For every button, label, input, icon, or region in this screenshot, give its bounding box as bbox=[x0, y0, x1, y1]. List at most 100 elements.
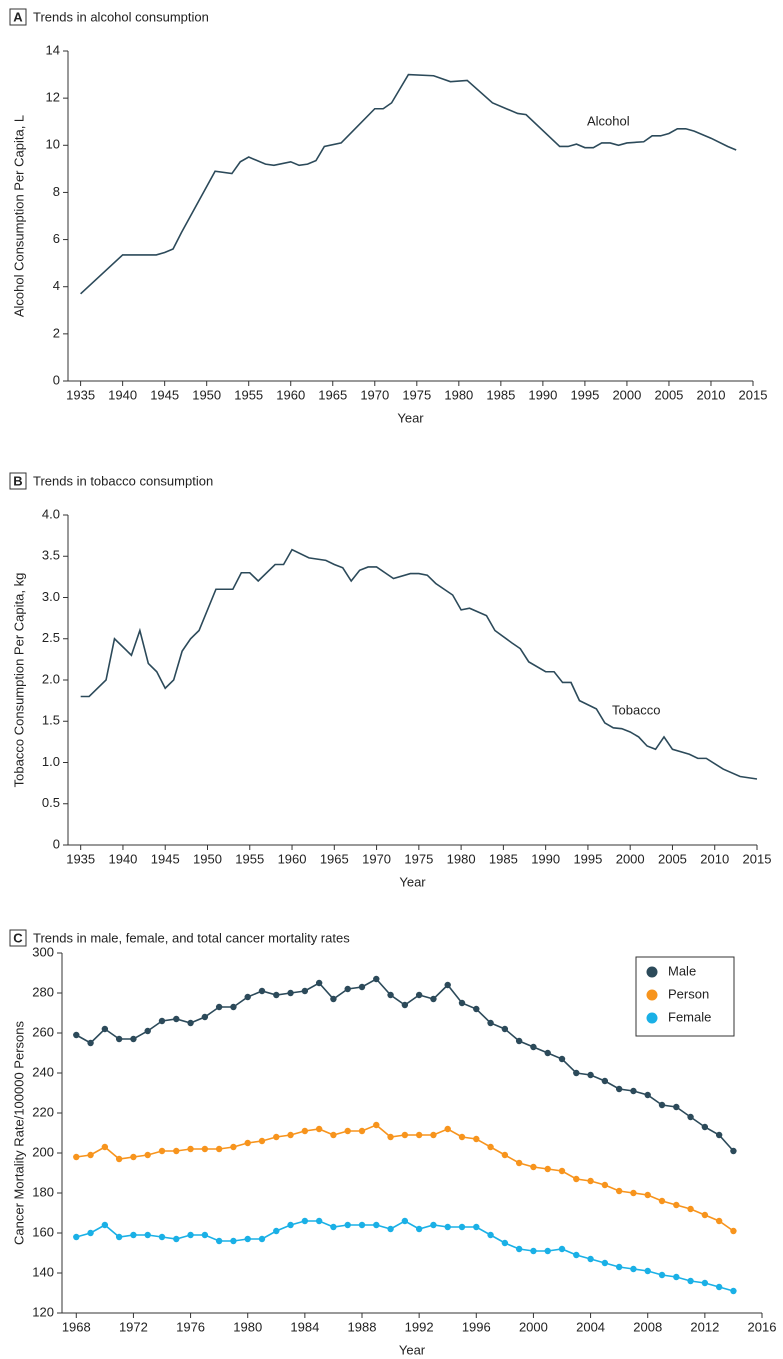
x-tick-label: 1984 bbox=[290, 1319, 319, 1334]
point bbox=[458, 1223, 466, 1231]
y-tick-label: 6 bbox=[53, 231, 60, 246]
point bbox=[144, 1027, 151, 1035]
y-tick-label: 8 bbox=[53, 184, 60, 199]
point bbox=[301, 1217, 309, 1225]
chart-title: Trends in alcohol consumption bbox=[33, 9, 209, 24]
x-tick-label: 1960 bbox=[276, 387, 305, 402]
x-axis-title: Year bbox=[399, 874, 426, 889]
point bbox=[630, 1265, 637, 1273]
series-label: Alcohol bbox=[587, 113, 630, 128]
point bbox=[673, 1103, 680, 1111]
legend-marker bbox=[646, 989, 658, 1001]
point bbox=[558, 1245, 566, 1253]
point bbox=[173, 1147, 180, 1155]
point bbox=[73, 1153, 80, 1161]
point bbox=[387, 1133, 394, 1141]
x-tick-label: 1955 bbox=[234, 387, 263, 402]
point bbox=[730, 1147, 737, 1155]
x-tick-label: 1985 bbox=[489, 851, 518, 866]
point bbox=[673, 1273, 680, 1281]
panel-letter: C bbox=[13, 930, 23, 945]
y-tick-label: 0.5 bbox=[42, 795, 60, 810]
y-tick-label: 240 bbox=[32, 1064, 54, 1079]
point bbox=[644, 1191, 651, 1199]
x-tick-label: 2005 bbox=[654, 387, 683, 402]
x-tick-label: 2010 bbox=[697, 387, 726, 402]
point bbox=[273, 1227, 280, 1235]
y-tick-label: 2 bbox=[53, 325, 60, 340]
x-tick-label: 1960 bbox=[278, 851, 307, 866]
point bbox=[358, 1127, 366, 1135]
point bbox=[87, 1039, 94, 1047]
x-tick-label: 2000 bbox=[612, 387, 641, 402]
point bbox=[287, 989, 294, 997]
point bbox=[658, 1271, 666, 1279]
point bbox=[730, 1287, 737, 1295]
point bbox=[87, 1151, 94, 1159]
x-tick-label: 2005 bbox=[658, 851, 687, 866]
x-tick-label: 1950 bbox=[192, 387, 221, 402]
point bbox=[130, 1153, 137, 1161]
x-axis-title: Year bbox=[397, 410, 424, 425]
point bbox=[501, 1025, 509, 1033]
y-tick-label: 1.0 bbox=[42, 754, 60, 769]
point bbox=[244, 1139, 251, 1147]
series-line bbox=[76, 1124, 734, 1232]
point bbox=[444, 981, 451, 989]
point bbox=[215, 1237, 223, 1245]
point bbox=[144, 1151, 151, 1159]
panel-box bbox=[9, 472, 27, 490]
point bbox=[215, 1003, 223, 1011]
x-tick-label: 2004 bbox=[576, 1319, 605, 1334]
x-tick-label: 1995 bbox=[570, 387, 599, 402]
y-tick-label: 160 bbox=[32, 1224, 54, 1239]
point bbox=[287, 1221, 294, 1229]
point bbox=[358, 983, 366, 991]
point bbox=[687, 1277, 694, 1285]
y-tick-label: 200 bbox=[32, 1144, 54, 1159]
point bbox=[644, 1091, 651, 1099]
x-tick-label: 1965 bbox=[318, 387, 347, 402]
point bbox=[201, 1145, 209, 1153]
point bbox=[673, 1201, 680, 1209]
point bbox=[73, 1031, 80, 1039]
point bbox=[358, 1221, 366, 1229]
x-tick-label: 1975 bbox=[404, 851, 433, 866]
point bbox=[587, 1177, 594, 1185]
x-tick-label: 1995 bbox=[573, 851, 602, 866]
point bbox=[658, 1197, 666, 1205]
point bbox=[701, 1211, 709, 1219]
x-tick-label: 1990 bbox=[531, 851, 560, 866]
point bbox=[344, 985, 351, 993]
point bbox=[687, 1205, 694, 1213]
point bbox=[487, 1143, 494, 1151]
point bbox=[344, 1221, 351, 1229]
point bbox=[473, 1223, 480, 1231]
y-tick-label: 300 bbox=[32, 944, 54, 959]
point bbox=[287, 1131, 294, 1139]
point bbox=[530, 1247, 537, 1255]
point bbox=[544, 1247, 551, 1255]
point bbox=[230, 1003, 237, 1011]
y-axis-title: Cancer Mortality Rate/100000 Persons bbox=[11, 1021, 26, 1246]
y-axis-title: Alcohol Consumption Per Capita, L bbox=[11, 115, 26, 317]
x-tick-label: 1945 bbox=[150, 387, 179, 402]
y-tick-label: 260 bbox=[32, 1024, 54, 1039]
point bbox=[573, 1069, 580, 1077]
legend-label: Person bbox=[668, 986, 709, 1001]
point bbox=[230, 1237, 237, 1245]
point bbox=[573, 1251, 580, 1259]
x-axis-title: Year bbox=[399, 1342, 426, 1357]
point bbox=[530, 1163, 537, 1171]
point bbox=[601, 1181, 609, 1189]
legend-marker bbox=[646, 966, 658, 978]
point bbox=[430, 1131, 437, 1139]
y-tick-label: 10 bbox=[46, 137, 60, 152]
point bbox=[501, 1239, 509, 1247]
point bbox=[544, 1165, 551, 1173]
x-tick-label: 1976 bbox=[176, 1319, 205, 1334]
point bbox=[173, 1235, 180, 1243]
point bbox=[530, 1043, 537, 1051]
x-tick-label: 1950 bbox=[193, 851, 222, 866]
